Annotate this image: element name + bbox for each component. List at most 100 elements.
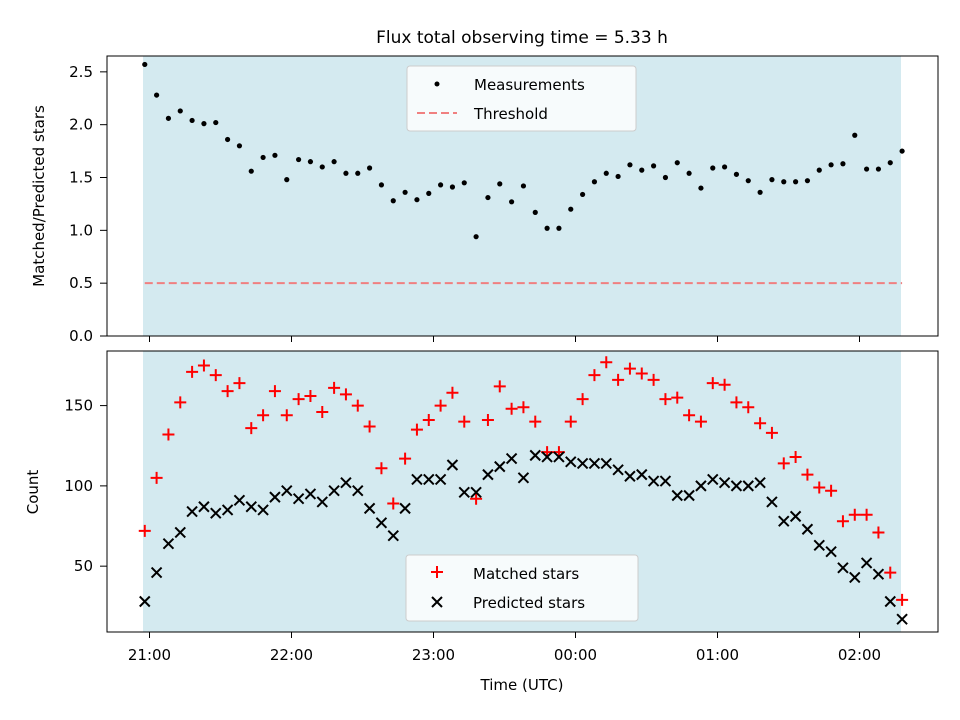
matched-star-point	[730, 396, 743, 409]
measurement-point	[568, 206, 574, 212]
predicted-star-point	[423, 473, 435, 486]
legend-threshold-label: Threshold	[473, 105, 548, 123]
legend-predicted-marker	[431, 596, 443, 608]
matched-star-point	[481, 414, 494, 427]
predicted-star-point	[742, 480, 754, 492]
matched-star-point	[197, 359, 210, 372]
measurement-point	[769, 177, 775, 183]
predicted-star-point	[671, 489, 683, 502]
matched-star-point	[742, 401, 755, 414]
top-y-tick-label: 1.0	[69, 221, 93, 239]
legend-measurements-label: Measurements	[474, 76, 585, 94]
predicted-star-point	[494, 460, 506, 473]
predicted-star-point	[766, 496, 778, 508]
matched-star-point	[564, 415, 577, 428]
measurement-point	[485, 194, 491, 201]
predicted-star-point	[446, 459, 459, 471]
predicted-star-point	[352, 484, 364, 497]
measurement-point	[875, 166, 882, 172]
measurement-point	[177, 108, 183, 114]
measurement-point	[580, 191, 586, 198]
matched-star-point	[209, 369, 222, 382]
matched-star-point	[765, 426, 778, 439]
matched-star-point	[150, 471, 163, 484]
measurement-point	[887, 160, 893, 166]
matched-star-point	[280, 409, 293, 422]
top-y-tick-label: 2.0	[69, 116, 93, 134]
legend-measurements-marker	[434, 81, 440, 87]
predicted-star-point	[636, 468, 648, 481]
measurement-point	[213, 119, 219, 126]
matched-star-point	[422, 414, 435, 427]
measurement-point	[520, 183, 527, 189]
chart-title: Flux total observing time = 5.33 h	[376, 28, 668, 48]
measurement-point	[438, 182, 444, 188]
legend-predicted-label: Predicted stars	[473, 594, 585, 612]
measurement-point	[864, 166, 870, 172]
top-panel-frame	[106, 55, 939, 337]
measurement-point	[402, 189, 408, 195]
predicted-star-point	[541, 451, 553, 463]
measurement-point	[473, 234, 479, 240]
matched-star-point	[576, 393, 589, 406]
matched-star-point	[860, 508, 873, 521]
predicted-star-point	[600, 457, 612, 470]
matched-star-point	[517, 401, 530, 414]
matched-star-point	[316, 406, 329, 419]
x-tick-label: 21:00	[128, 646, 171, 664]
matched-star-point	[612, 373, 625, 386]
measurement-point	[307, 159, 314, 165]
predicted-star-point	[624, 470, 636, 482]
predicted-star-point	[257, 504, 269, 516]
x-axis-label: Time (UTC)	[480, 676, 564, 694]
top-legend: Measurements Threshold	[406, 65, 637, 132]
measurement-point	[828, 162, 834, 168]
matched-star-point	[138, 524, 151, 537]
predicted-star-point	[730, 480, 743, 492]
matched-star-point	[387, 497, 400, 510]
x-tick-label: 02:00	[838, 646, 881, 664]
measurement-point	[615, 173, 621, 180]
predicted-star-point	[553, 451, 565, 463]
matched-star-point	[718, 378, 731, 391]
predicted-star-point	[210, 507, 222, 519]
matched-star-point	[623, 362, 636, 375]
x-tick-label: 23:00	[412, 646, 455, 664]
predicted-star-point	[683, 489, 695, 502]
measurement-point	[225, 136, 231, 143]
top-y-axis-label: Matched/Predicted stars	[30, 105, 48, 287]
predicted-star-point	[434, 473, 447, 486]
matched-star-point	[493, 380, 506, 393]
legend-matched-marker	[431, 566, 443, 578]
predicted-star-point	[505, 452, 518, 465]
matched-star-point	[399, 452, 412, 465]
legend-matched-label: Matched stars	[473, 565, 579, 583]
predicted-star-point	[233, 494, 246, 507]
predicted-star-point	[695, 480, 707, 492]
predicted-star-point	[340, 476, 352, 489]
predicted-star-point	[849, 571, 861, 584]
matched-star-point	[174, 396, 187, 409]
measurement-point	[733, 171, 740, 177]
matched-star-point	[529, 415, 542, 428]
measurement-point	[390, 198, 396, 204]
matched-star-point	[789, 450, 802, 463]
measurement-point	[154, 92, 160, 98]
bottom-panel-frame	[106, 350, 939, 633]
measurement-point	[272, 152, 278, 158]
predicted-star-point	[458, 486, 470, 499]
predicted-star-point	[707, 473, 719, 486]
measurement-point	[852, 132, 858, 138]
predicted-star-point	[470, 486, 482, 499]
measurement-point	[710, 165, 716, 171]
matched-star-point	[292, 393, 305, 406]
measurement-point	[461, 180, 467, 186]
measurement-point	[899, 148, 905, 154]
top-legend-box	[406, 65, 637, 132]
measurement-point	[378, 182, 385, 188]
measurement-point	[319, 164, 325, 170]
matched-star-point	[659, 393, 672, 406]
predicted-star-point	[292, 493, 305, 505]
top-y-tick-label: 0.5	[69, 274, 93, 292]
measurement-point	[355, 170, 361, 176]
